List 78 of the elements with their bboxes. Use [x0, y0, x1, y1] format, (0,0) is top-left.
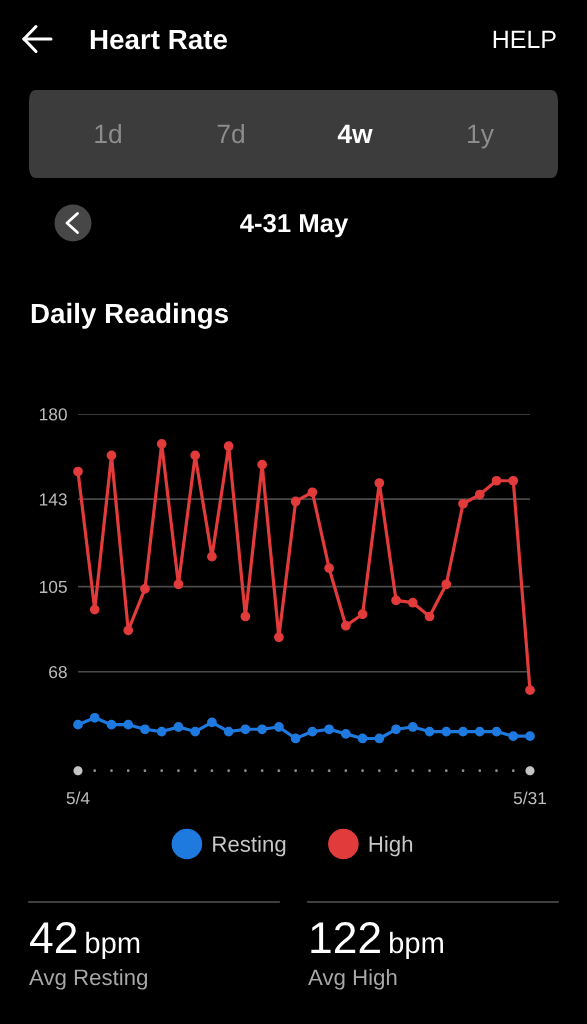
- text: Avg High: [308, 968, 397, 990]
- chart-subtitle: 4-31 May: [240, 214, 349, 238]
- point: [73, 466, 83, 477]
- point: [474, 726, 485, 737]
- point: [458, 726, 468, 737]
- point: [324, 724, 334, 735]
- y-tick-label: 143: [39, 493, 67, 506]
- text: 1d: [95, 123, 121, 144]
- point: [525, 731, 535, 742]
- point: [374, 478, 385, 488]
- point: [391, 724, 401, 735]
- point: [106, 450, 117, 461]
- point: [441, 579, 452, 590]
- point: [240, 611, 251, 622]
- point: [407, 722, 418, 732]
- point: [508, 475, 519, 486]
- point: [156, 726, 167, 737]
- point: [290, 496, 301, 507]
- point: [441, 726, 452, 737]
- y-tick-label: 180: [39, 408, 67, 421]
- point: [525, 685, 535, 696]
- point: [173, 579, 184, 590]
- chart-title: Heart Rate: [90, 29, 227, 50]
- point: [340, 620, 351, 631]
- text: bpm: [390, 931, 443, 960]
- text: 122: [311, 921, 380, 953]
- point: [508, 731, 519, 742]
- text: 4w: [337, 124, 373, 143]
- point: [307, 487, 318, 498]
- point: [173, 722, 184, 732]
- point: [240, 724, 251, 735]
- point: [274, 632, 284, 643]
- point: [190, 726, 201, 737]
- point: [123, 625, 134, 636]
- point: [223, 726, 234, 737]
- point: [207, 717, 217, 728]
- point: [257, 724, 268, 735]
- point: [274, 722, 284, 732]
- x-tick-label: 5/4: [66, 791, 90, 805]
- point: [474, 489, 485, 500]
- point: [156, 439, 167, 449]
- point: [89, 604, 100, 615]
- text: 1y: [468, 124, 494, 149]
- point: [374, 733, 385, 744]
- text: bpm: [86, 931, 140, 960]
- text: HELP: [493, 30, 556, 48]
- point: [290, 733, 301, 744]
- legend-label: Resting: [213, 835, 286, 857]
- point: [140, 724, 150, 735]
- text: Avg Resting: [29, 968, 147, 990]
- point: [424, 611, 435, 622]
- point: [223, 441, 234, 452]
- point: [190, 450, 201, 461]
- point: [340, 729, 351, 739]
- point: [89, 712, 100, 723]
- point: [257, 459, 268, 470]
- point: [73, 719, 83, 730]
- point: [357, 733, 368, 744]
- text: 7d: [217, 123, 244, 144]
- text: Daily Readings: [31, 302, 228, 329]
- y-tick-label: 105: [39, 580, 67, 594]
- point: [140, 584, 150, 594]
- point: [424, 726, 435, 737]
- point: [106, 719, 117, 730]
- point: [207, 551, 217, 562]
- y-tick-label: 68: [49, 665, 67, 679]
- point: [458, 498, 468, 509]
- point: [357, 609, 368, 620]
- legend-label: High: [369, 835, 413, 857]
- point: [391, 595, 401, 606]
- x-tick-label: 5/31: [513, 791, 547, 805]
- point: [491, 726, 502, 737]
- point: [491, 475, 502, 486]
- point: [407, 597, 418, 608]
- point: [307, 726, 318, 737]
- point: [123, 719, 134, 730]
- point: [324, 563, 334, 574]
- text: 42: [30, 921, 77, 953]
